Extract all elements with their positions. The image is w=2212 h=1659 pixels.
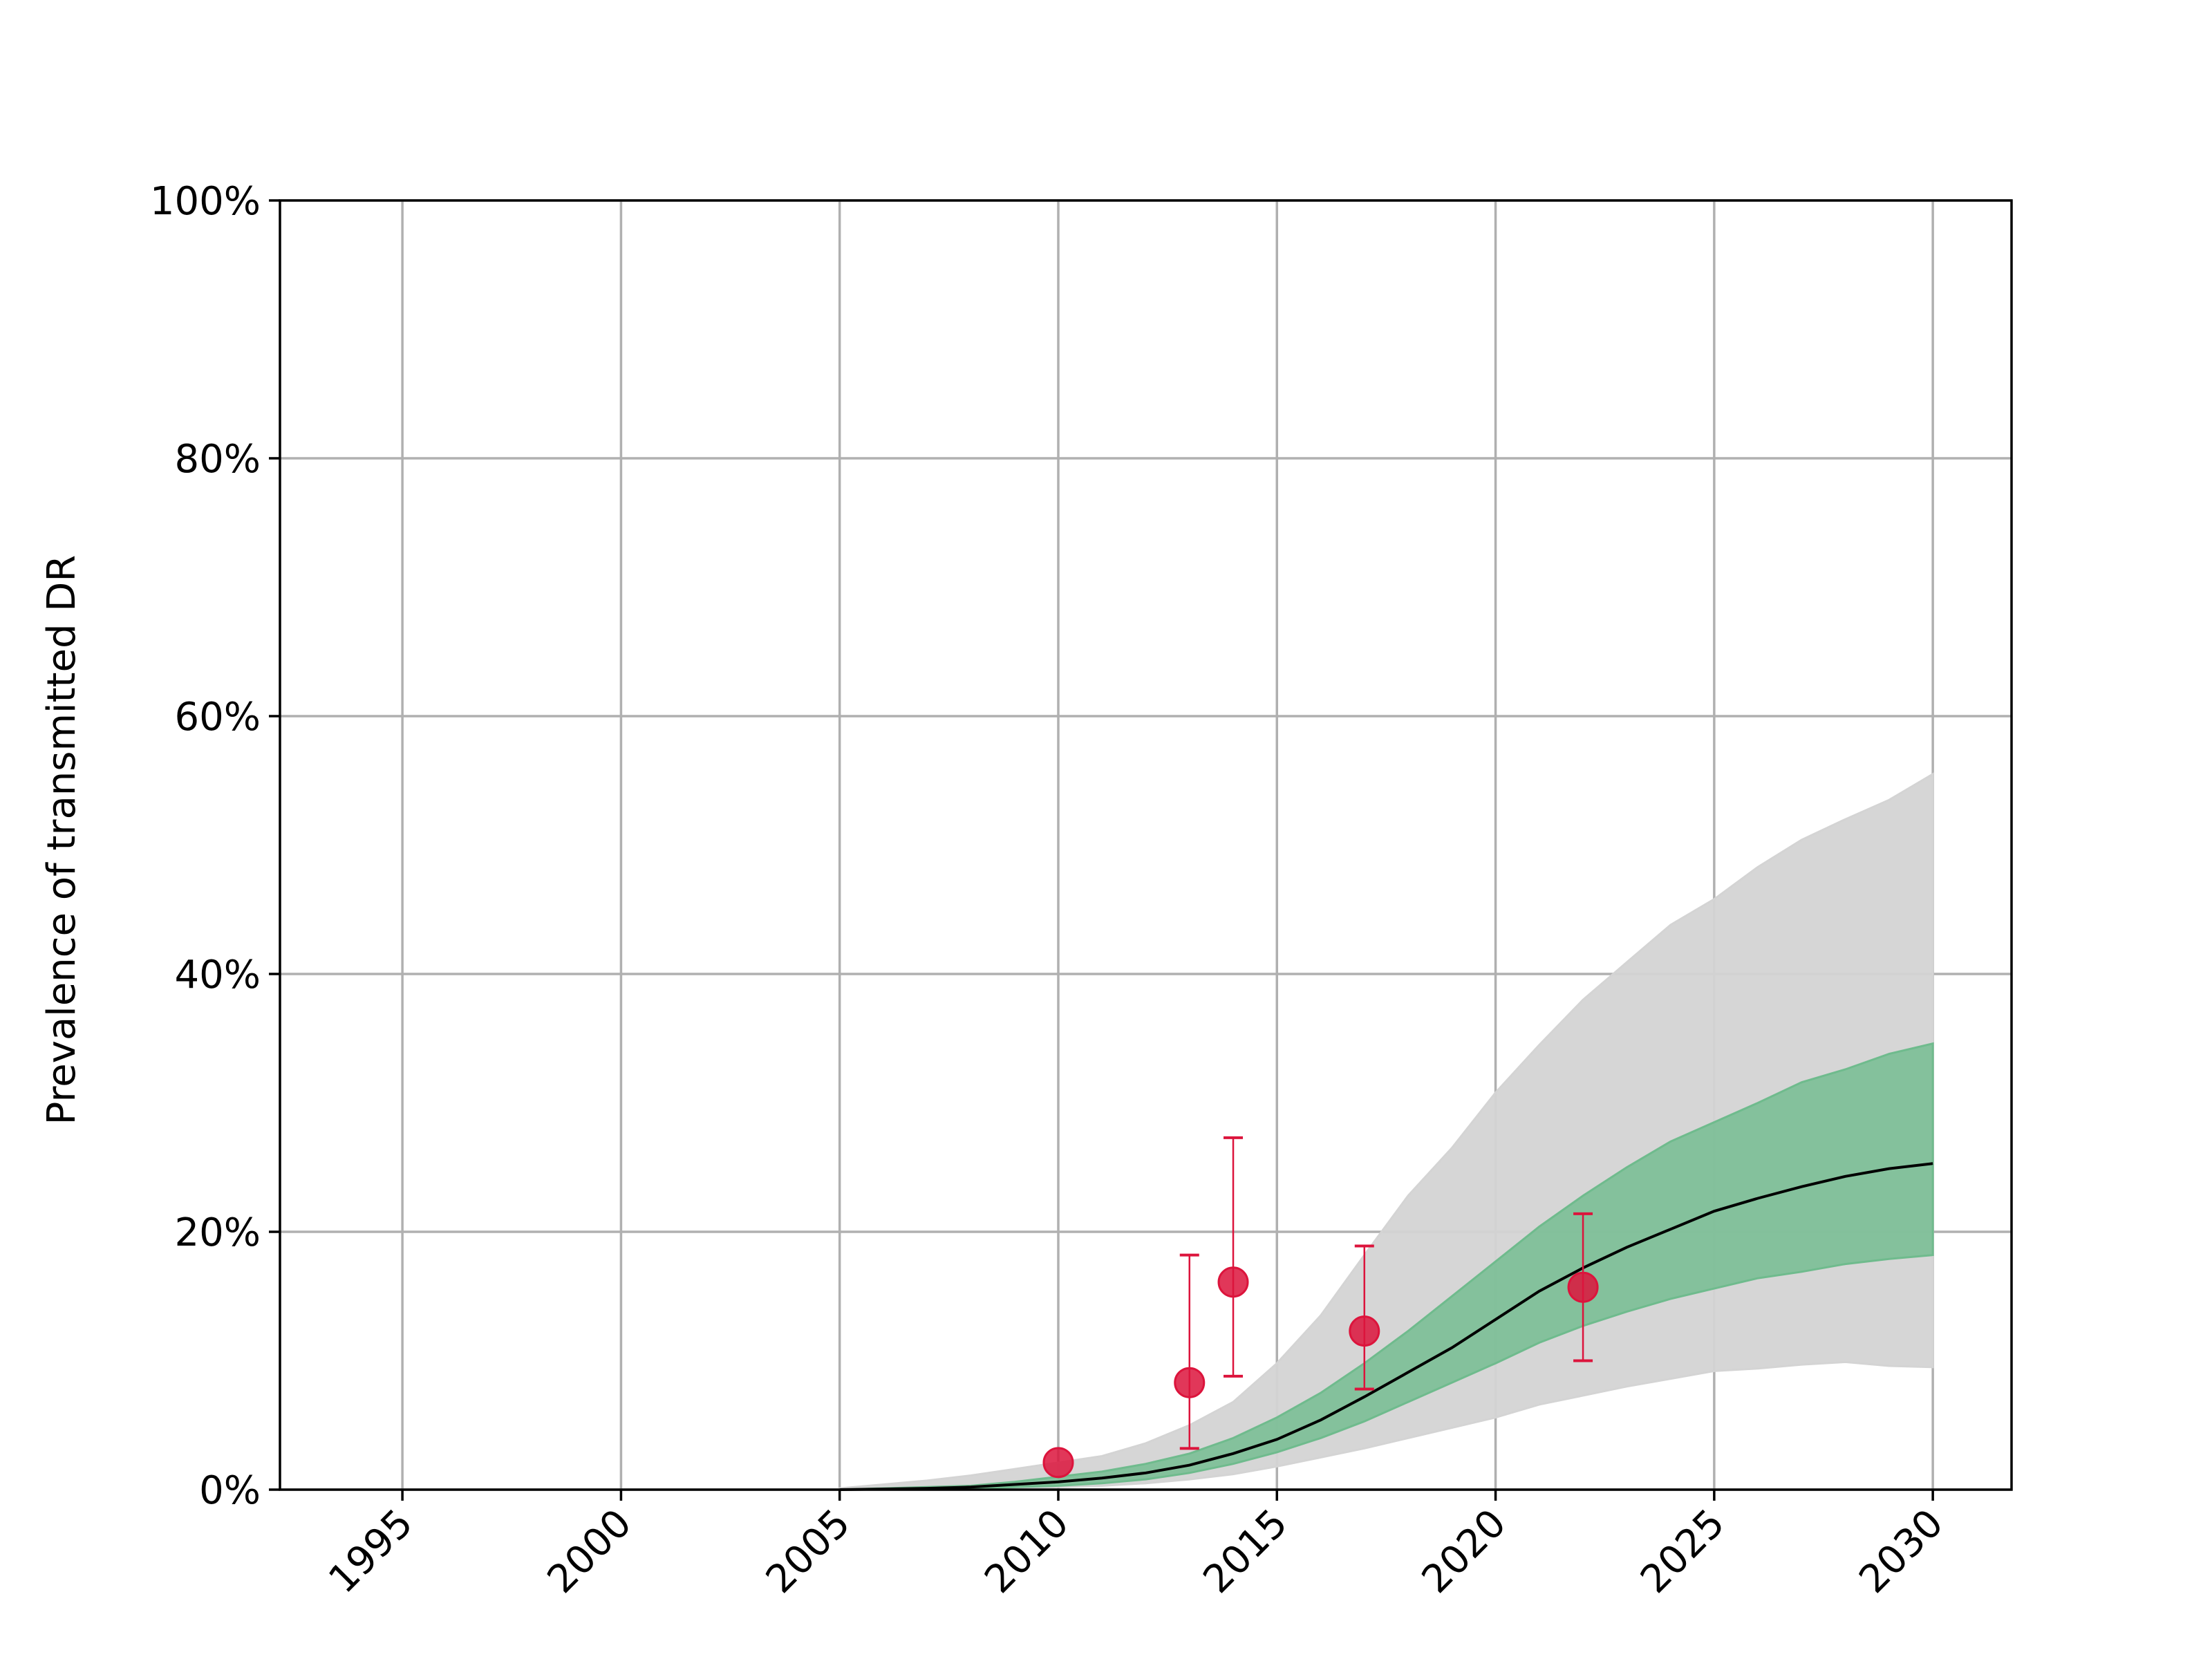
median-line	[839, 1162, 1933, 1491]
x-tick-label: 2015	[1194, 1501, 1296, 1602]
uncertainty-band	[839, 1042, 1934, 1491]
y-tick-label: 40%	[175, 953, 261, 997]
plot-frame	[279, 199, 2013, 1491]
y-tick-label: 20%	[175, 1210, 261, 1255]
y-tick-label: 0%	[199, 1468, 261, 1513]
plot-area: 0% 20% 40% 60% 80% 100% 1995 2000 2005 2010 2015 20…	[150, 179, 2013, 1602]
y-tick-label: 60%	[175, 695, 261, 740]
y-tick-label: 80%	[175, 437, 261, 482]
data-point	[1567, 1271, 1599, 1303]
x-tick-label: 2020	[1414, 1501, 1515, 1602]
x-tick-label: 2010	[976, 1501, 1078, 1602]
data-point	[1174, 1367, 1206, 1398]
data-point	[1042, 1447, 1074, 1479]
x-tick-label: 2025	[1632, 1501, 1734, 1602]
y-axis-title: Prevalence of transmitted DR	[39, 555, 84, 1125]
data-point	[1217, 1266, 1249, 1298]
x-tick-label: 2000	[539, 1501, 641, 1602]
x-tick-label: 2005	[758, 1501, 859, 1602]
uncertainty-band	[838, 772, 1934, 1491]
data-point	[1349, 1315, 1380, 1347]
x-tick-label: 2030	[1850, 1501, 1952, 1602]
y-tick-label: 100%	[150, 179, 261, 224]
x-tick-label: 1995	[320, 1501, 422, 1602]
